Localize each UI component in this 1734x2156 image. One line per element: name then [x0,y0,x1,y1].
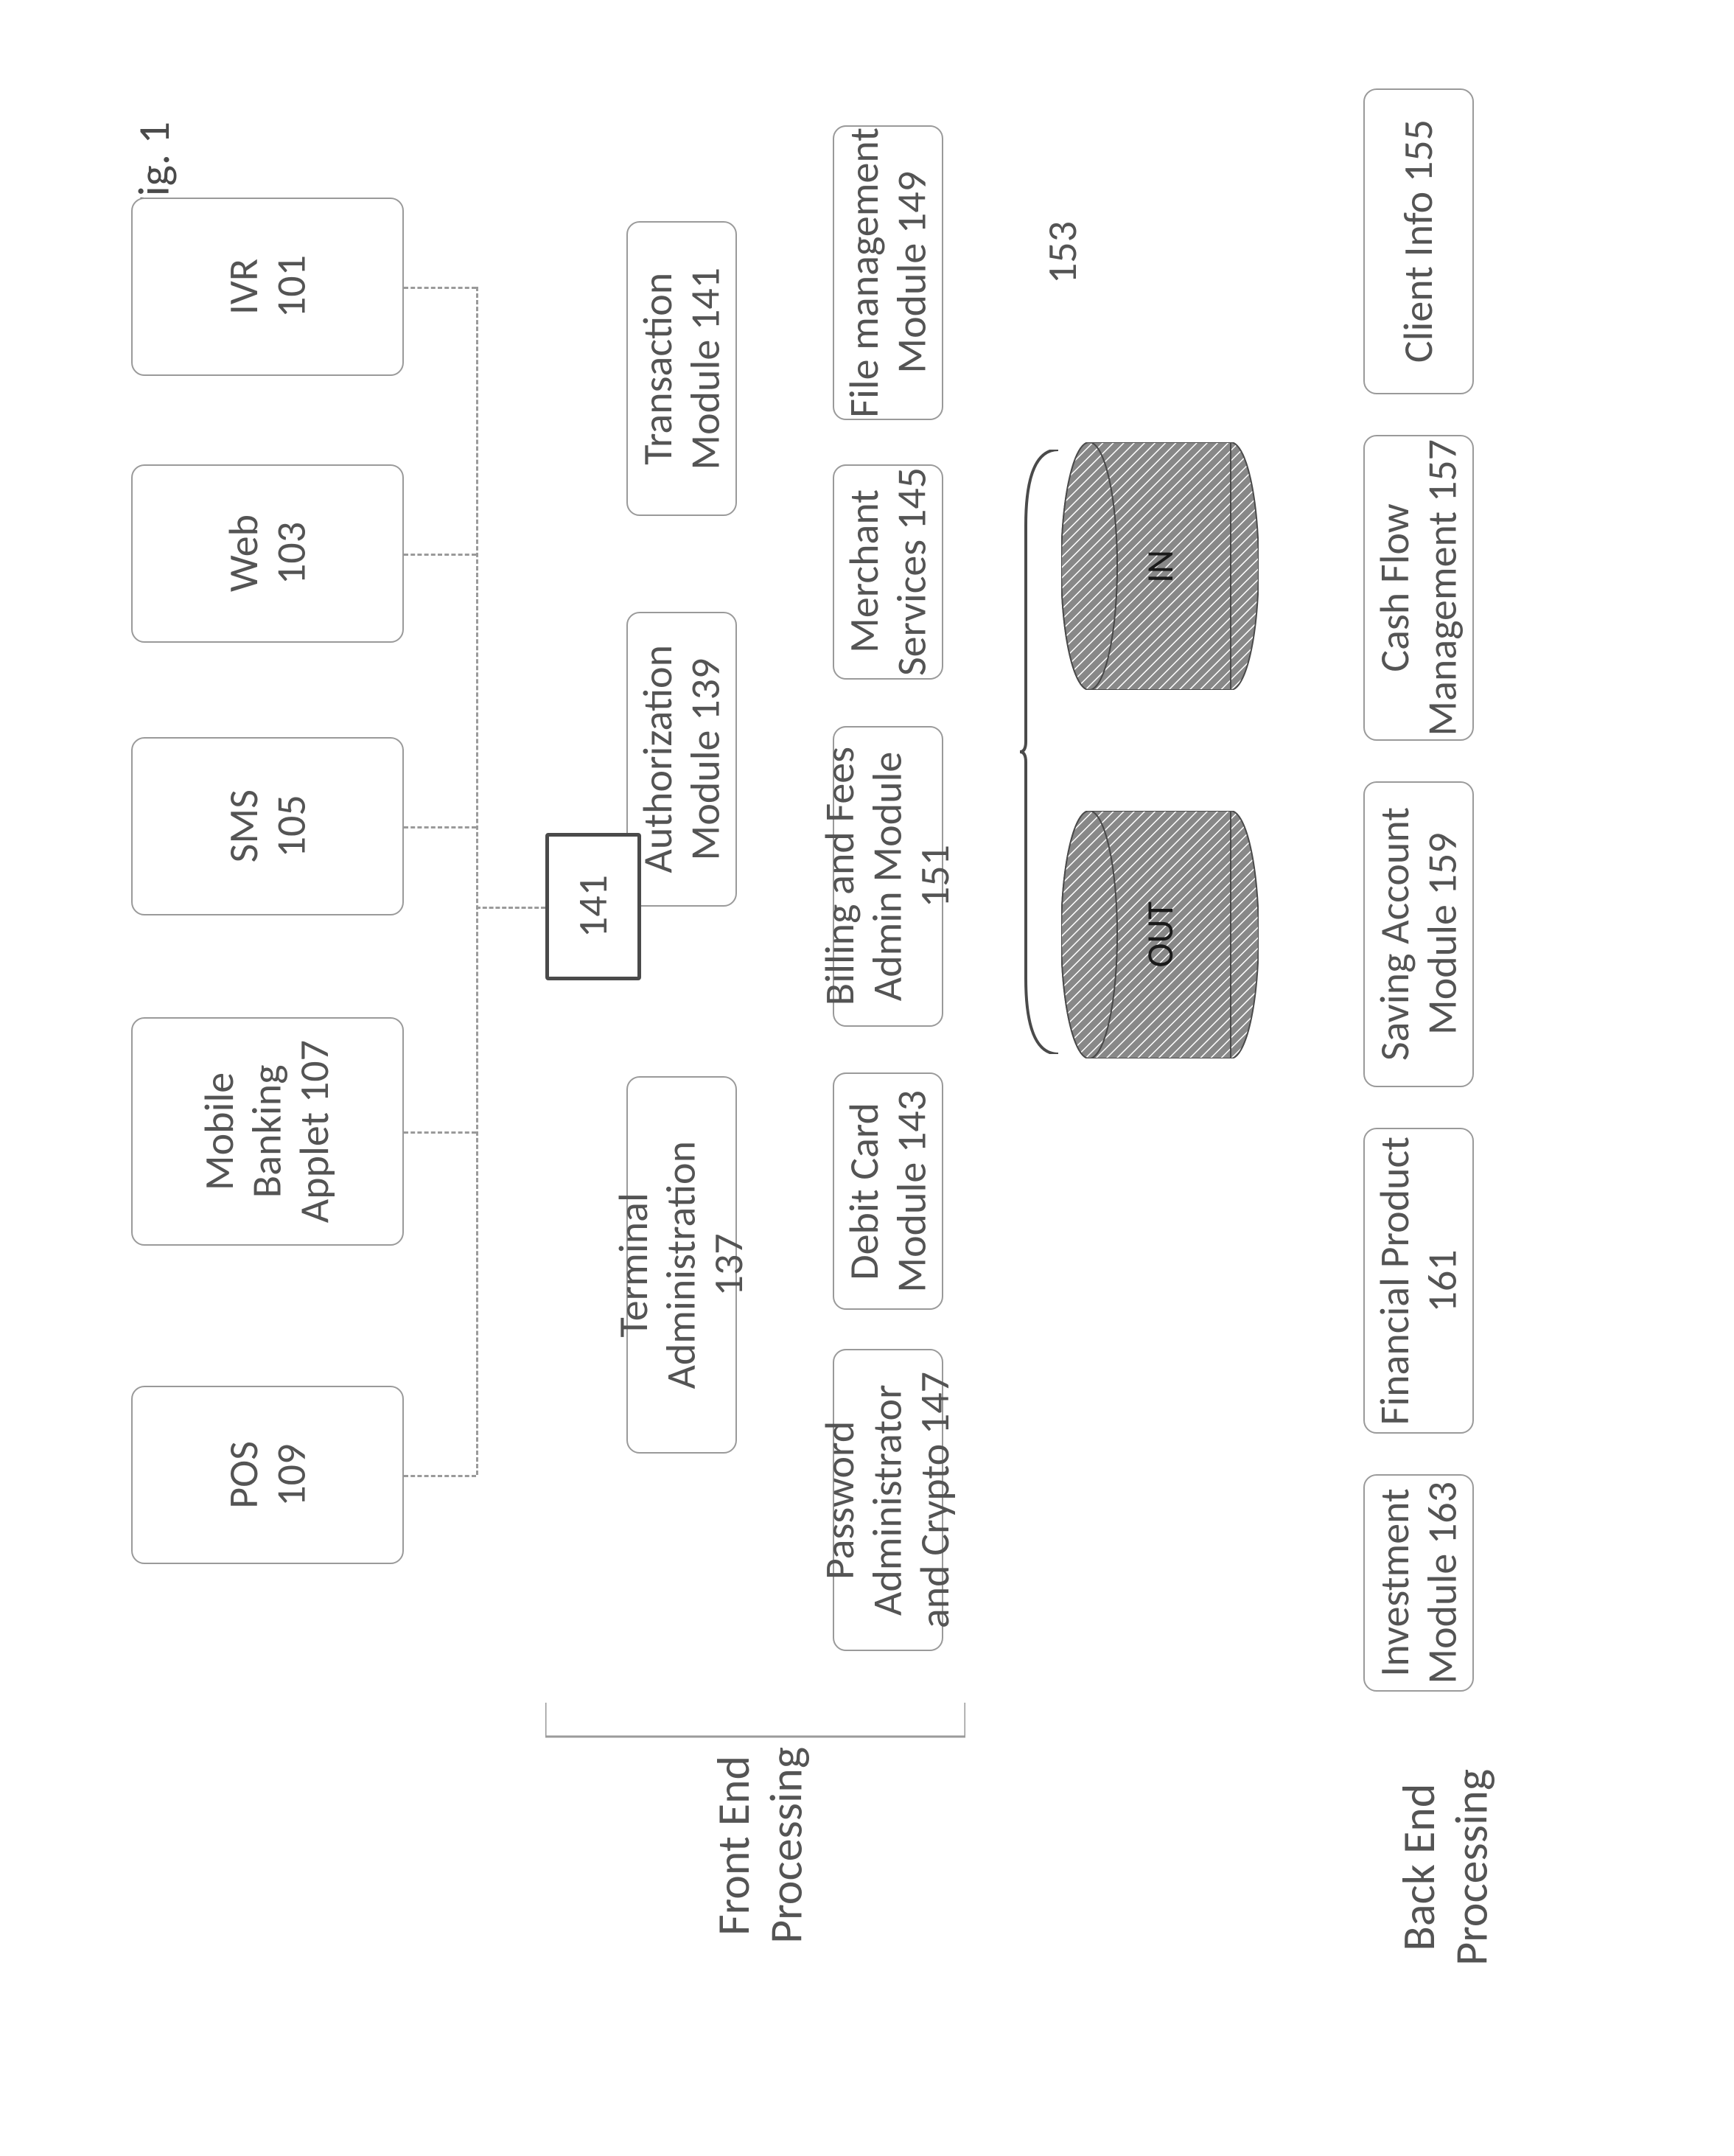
db-out-cylinder-label: OUT [1138,901,1183,968]
saving-account-box-label: Saving AccountModule 159 [1371,807,1466,1061]
authorization-module-box-label: AuthorizationModule 139 [634,645,730,873]
billing-fees-box: Billing and FeesAdmin Module151 [833,726,943,1027]
web-box: Web103 [131,464,404,643]
mobile-banking-box-label: MobileBankingApplet 107 [196,1040,338,1223]
saving-account-box: Saving AccountModule 159 [1363,781,1474,1087]
terminal-administration-box-label: TerminalAdministration137 [610,1141,752,1389]
sms-box: SMS105 [131,737,404,915]
back-end-label: Back EndProcessing [1393,1769,1498,1966]
db-out-cylinder: OUT [1061,811,1259,1058]
merchant-services-box-label: MerchantServices 145 [841,467,936,676]
db-group-brace [1018,450,1058,1054]
front-end-bracket [545,1703,965,1741]
sms-box-label: SMS105 [220,789,315,862]
web-box-label: Web103 [220,514,315,592]
financial-product-box-label: Financial Product161 [1371,1137,1466,1425]
ivr-box: IVR101 [131,198,404,376]
merchant-services-box: MerchantServices 145 [833,464,943,680]
pos-box-label: POS109 [220,1441,315,1509]
financial-product-box: Financial Product161 [1363,1128,1474,1434]
connector-mobile [404,1131,476,1134]
db-group-label: 153 [1039,221,1086,284]
password-admin-box-label: PasswordAdministratorand Crypto 147 [817,1372,959,1628]
box-141-label: 141 [570,875,617,938]
investment-box: InvestmentModule 163 [1363,1474,1474,1692]
connector-web [404,554,476,556]
billing-fees-box-label: Billing and FeesAdmin Module151 [817,747,959,1005]
connector-bus [476,287,478,1475]
investment-box-label: InvestmentModule 163 [1371,1482,1466,1684]
ivr-box-label: IVR101 [220,255,315,318]
front-end-label: Front EndProcessing [707,1747,813,1944]
pos-box: POS109 [131,1386,404,1564]
terminal-administration-box: TerminalAdministration137 [626,1076,737,1454]
password-admin-box: PasswordAdministratorand Crypto 147 [833,1349,943,1651]
connector-pos [404,1475,476,1477]
db-in-cylinder: IN [1061,442,1259,690]
cash-flow-box-label: Cash FlowManagement 157 [1371,439,1466,736]
file-management-box-label: File managementModule 149 [841,128,936,418]
cash-flow-box: Cash FlowManagement 157 [1363,435,1474,741]
client-info-box-label: Client Info 155 [1395,119,1442,363]
transaction-module-box-label: TransactionModule 141 [634,268,730,470]
file-management-box: File managementModule 149 [833,125,943,420]
connector-sms [404,826,476,828]
connector-to-141 [476,907,545,909]
connector-ivr [404,287,476,289]
box-141: 141 [545,833,641,980]
db-in-cylinder-label: IN [1138,550,1183,583]
client-info-box: Client Info 155 [1363,88,1474,394]
debit-card-box: Debit CardModule 143 [833,1072,943,1310]
debit-card-box-label: Debit CardModule 143 [841,1090,936,1293]
transaction-module-box: TransactionModule 141 [626,221,737,516]
authorization-module-box: AuthorizationModule 139 [626,612,737,907]
diagram-stage: Fig. 1IVR101Web103SMS105MobileBankingApp… [0,0,1734,2156]
mobile-banking-box: MobileBankingApplet 107 [131,1017,404,1246]
